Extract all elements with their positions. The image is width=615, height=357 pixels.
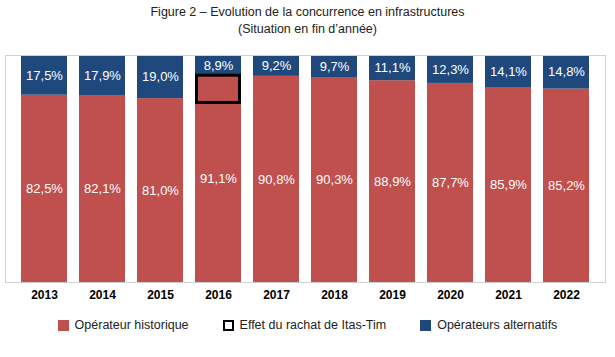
svg-text:2017: 2017 [263,288,290,302]
svg-text:2013: 2013 [31,288,58,302]
svg-text:2020: 2020 [437,288,464,302]
svg-text:11,1%: 11,1% [375,60,411,75]
svg-text:2022: 2022 [553,288,580,302]
svg-text:9,7%: 9,7% [320,59,350,74]
html-text:Effet du rachat de Itas-Tim: Effet du rachat de Itas-Tim [239,318,387,332]
svg-text:90,8%: 90,8% [258,172,295,187]
svg-text:2016: 2016 [205,288,232,302]
svg-text:87,7%: 87,7% [432,175,469,190]
html-text:Opérateurs alternatifs: Opérateurs alternatifs [437,318,558,332]
html-text:Opérateur historique: Opérateur historique [74,318,189,332]
svg-text:17,9%: 17,9% [84,68,121,83]
svg-text:2019: 2019 [379,288,406,302]
svg-text:91,1%: 91,1% [200,171,237,186]
svg-text:85,2%: 85,2% [548,178,585,193]
svg-text:2015: 2015 [147,288,174,302]
svg-text:17,5%: 17,5% [26,68,63,83]
svg-text:2018: 2018 [321,288,348,302]
svg-text:8,9%: 8,9% [204,58,234,73]
svg-text:12,3%: 12,3% [432,62,469,77]
html-text:Figure 2 – Evolution de la con: Figure 2 – Evolution de la concurrence e… [150,5,465,19]
svg-text:81,0%: 81,0% [142,183,179,198]
svg-text:82,5%: 82,5% [26,181,63,196]
svg-text:14,1%: 14,1% [490,64,527,79]
svg-text:14,8%: 14,8% [548,64,585,79]
svg-text:85,9%: 85,9% [490,177,527,192]
svg-text:88,9%: 88,9% [374,174,411,189]
html-text:(Situation en fin d’année): (Situation en fin d’année) [238,22,377,36]
svg-text:90,3%: 90,3% [316,172,353,187]
svg-text:2021: 2021 [495,288,522,302]
svg-text:19,0%: 19,0% [142,69,179,84]
svg-text:82,1%: 82,1% [84,181,121,196]
svg-text:2014: 2014 [89,288,116,302]
svg-text:9,2%: 9,2% [262,58,292,73]
